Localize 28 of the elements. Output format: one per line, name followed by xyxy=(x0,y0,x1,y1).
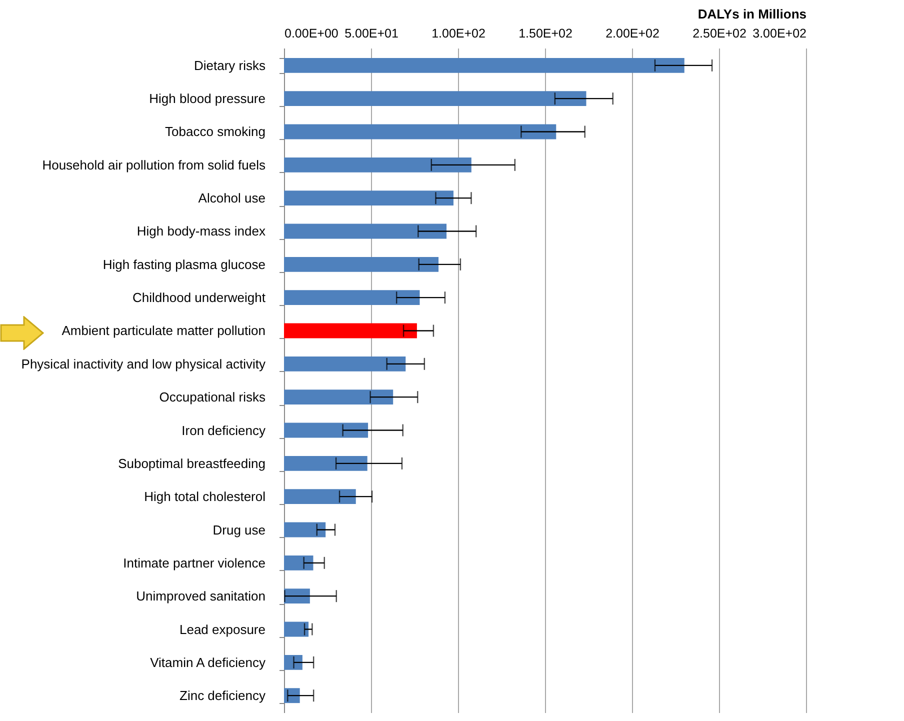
x-tick-label: 1.50E+02 xyxy=(518,26,572,40)
y-tick-label: Unimproved sanitation xyxy=(136,588,266,604)
y-tick-label: Household air pollution from solid fuels xyxy=(42,157,266,172)
y-tick-label: High blood pressure xyxy=(149,91,266,106)
y-tick-label: Dietary risks xyxy=(194,58,266,73)
y-tick-label: Tobacco smoking xyxy=(165,124,266,140)
y-tick-label: Drug use xyxy=(212,522,266,538)
x-tick-label: 2.50E+02 xyxy=(692,26,746,40)
x-tick-label: 0.00E+00 xyxy=(284,26,338,40)
x-axis-title: DALYs in Millions xyxy=(698,6,806,22)
x-tick-label: 3.00E+02 xyxy=(752,26,807,40)
y-tick-label: Vitamin A deficiency xyxy=(150,654,266,670)
y-tick-label: Zinc deficiency xyxy=(180,688,266,704)
y-tick-label: Occupational risks xyxy=(159,390,266,405)
y-tick-label: Suboptimal breastfeeding xyxy=(118,456,266,471)
y-tick-label: Intimate partner violence xyxy=(123,555,266,570)
y-tick-label: Physical inactivity and low physical activity xyxy=(21,356,266,372)
y-tick-label: High total cholesterol xyxy=(144,489,266,504)
x-tick-label: 1.00E+02 xyxy=(432,26,486,40)
y-tick-label: Childhood underweight xyxy=(132,290,266,306)
y-tick-label: Alcohol use xyxy=(198,190,266,206)
x-tick-label: 2.00E+02 xyxy=(606,26,660,40)
x-tick-label: 5.00E+01 xyxy=(344,26,398,40)
y-tick-label: Iron deficiency xyxy=(182,422,266,438)
y-tick-label: High body-mass index xyxy=(136,224,266,239)
y-tick-label: Ambient particulate matter pollution xyxy=(62,323,266,338)
y-tick-label: High fasting plasma glucose xyxy=(102,256,266,272)
y-tick-label: Lead exposure xyxy=(179,622,266,637)
